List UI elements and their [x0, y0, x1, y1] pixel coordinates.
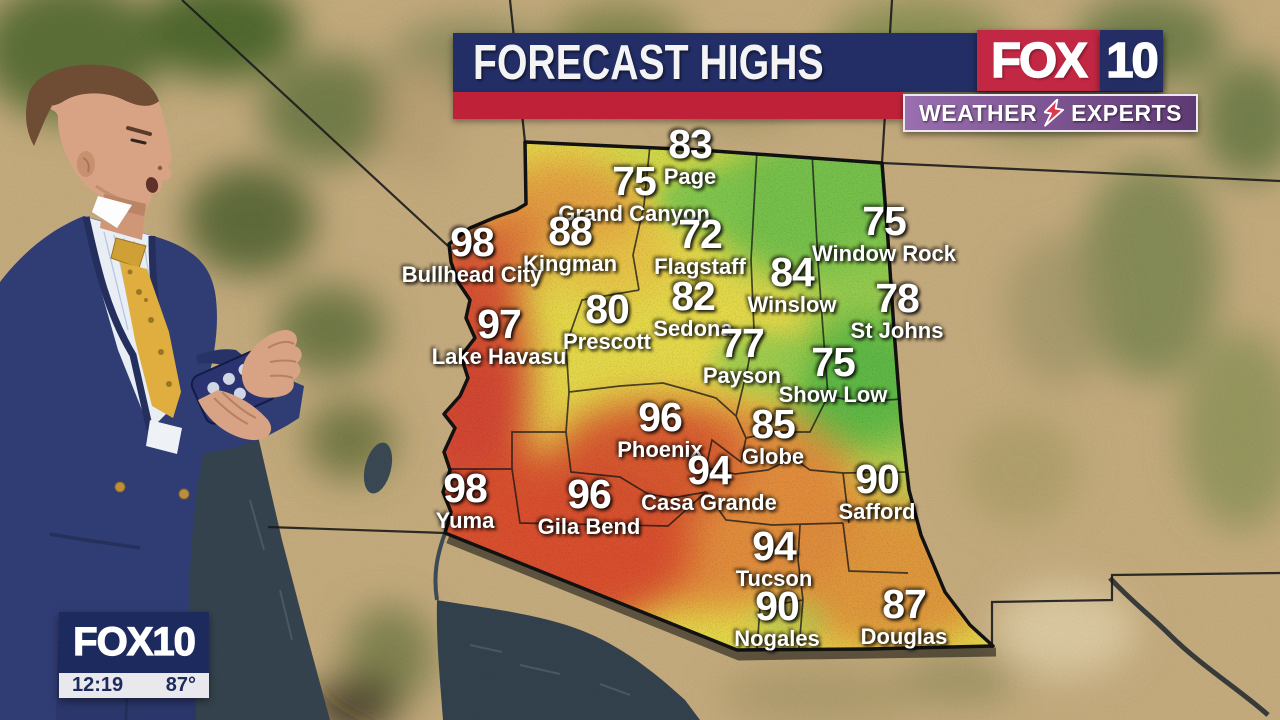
jacket-button	[178, 488, 190, 500]
current-time: 12:19	[72, 674, 124, 696]
lapel-left	[82, 216, 154, 431]
tagline-right: EXPERTS	[1071, 99, 1182, 126]
mouth	[145, 177, 159, 193]
fox-logo: FOX	[977, 30, 1100, 91]
nose	[157, 165, 163, 171]
shirt-cuff	[146, 420, 182, 454]
lightning-bolt-icon	[1044, 99, 1065, 127]
jacket-pocket	[49, 532, 141, 550]
station-bug-logo: FOX10	[59, 612, 209, 673]
tagline-left: WEATHER	[919, 99, 1038, 126]
station-bug: FOX10 12:19 87°	[59, 612, 209, 698]
hair	[28, 64, 159, 106]
channel-logo: 10	[1100, 30, 1163, 91]
station-bug-strip: 12:19 87°	[59, 673, 209, 698]
banner-red-stripe	[453, 92, 903, 119]
tie-pattern	[127, 269, 172, 387]
tie	[120, 262, 181, 418]
right-hand	[241, 330, 302, 398]
weather-experts-banner: WEATHER EXPERTS	[903, 94, 1198, 132]
eyebrow	[126, 126, 152, 136]
suit-jacket	[0, 216, 304, 720]
eye	[130, 138, 147, 145]
ear	[77, 151, 95, 177]
station-bug-text: FOX10	[73, 619, 197, 664]
jacket-button	[114, 481, 126, 493]
collar	[92, 196, 132, 228]
current-temperature: 87°	[165, 674, 196, 696]
fox-logo-text: FOX	[990, 33, 1088, 89]
channel-logo-text: 10	[1105, 33, 1159, 89]
page-title: FORECAST HIGHS	[473, 35, 824, 90]
